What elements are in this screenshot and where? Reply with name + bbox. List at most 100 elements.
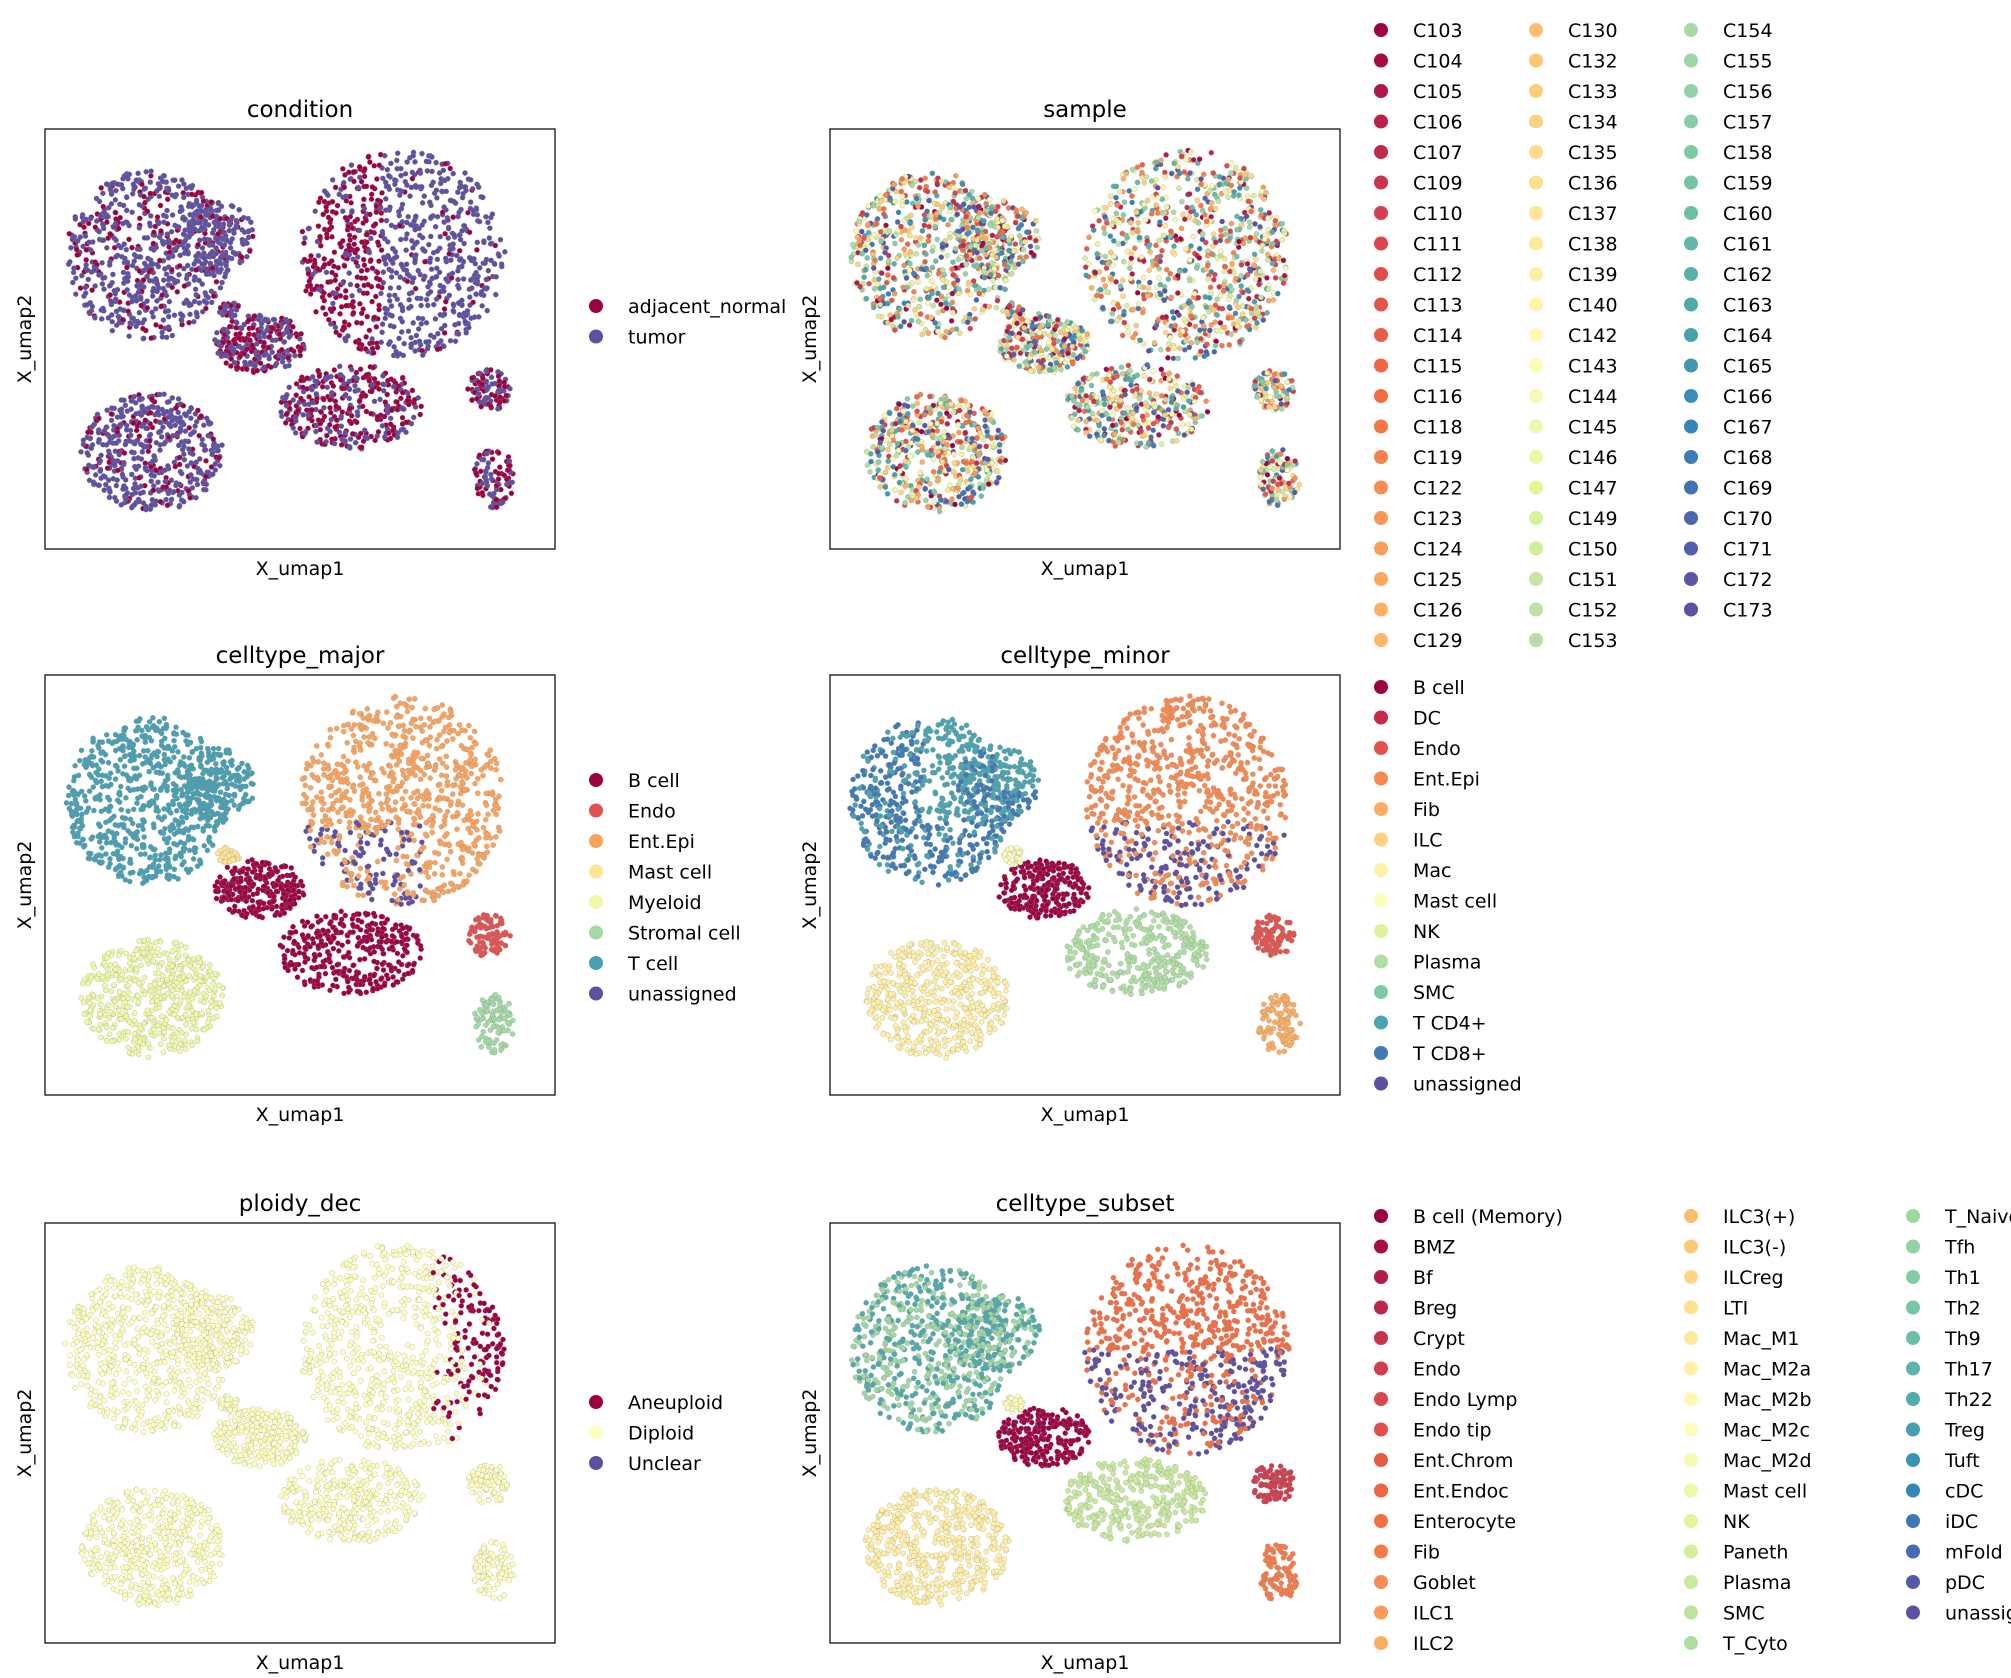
cell-point (981, 287, 987, 294)
cell-point (140, 325, 146, 332)
cell-point (1141, 201, 1147, 208)
cell-point (432, 316, 439, 322)
cell-point (442, 230, 448, 237)
cell-point (475, 391, 482, 397)
cell-point (196, 277, 202, 284)
cell-point (1244, 261, 1251, 267)
cell-point (1242, 172, 1248, 178)
cell-point (455, 331, 462, 337)
cell-point (199, 224, 205, 230)
cell-point (300, 384, 306, 391)
cell-point (1000, 234, 1006, 241)
cell-point (286, 384, 292, 391)
cell-point (74, 252, 80, 258)
cell-point (214, 237, 220, 243)
cell-point (1140, 341, 1147, 347)
cell-point (1046, 339, 1052, 346)
cell-point (336, 191, 342, 198)
cell-point (945, 221, 951, 228)
cell-point (1162, 174, 1169, 180)
cell-point (371, 398, 378, 405)
cell-point (338, 423, 345, 429)
cell-point (181, 300, 187, 306)
cell-point (136, 396, 143, 402)
cell-point (217, 462, 223, 469)
cell-point (113, 322, 120, 328)
cell-point (993, 254, 999, 261)
cell-point (473, 291, 479, 297)
cell-point (1157, 219, 1163, 225)
cell-point (997, 240, 1003, 247)
cell-point (1254, 320, 1260, 326)
cell-point (871, 276, 878, 283)
cell-point (341, 263, 348, 269)
cell-point (298, 395, 304, 402)
cell-point (1165, 355, 1171, 361)
cell-point (1221, 268, 1228, 275)
cell-point (195, 250, 202, 257)
cell-point (113, 254, 119, 260)
cell-point (118, 244, 124, 251)
cell-point (434, 195, 440, 201)
cell-point (95, 415, 102, 422)
cell-point (101, 487, 107, 493)
cell-point (989, 232, 996, 239)
cell-point (159, 178, 166, 185)
cell-point (136, 433, 143, 439)
cell-point (1228, 331, 1234, 338)
cell-point (198, 189, 205, 196)
cell-point (69, 236, 76, 243)
cell-point (1170, 315, 1177, 321)
cell-point (337, 311, 343, 317)
cell-point (1202, 195, 1208, 202)
cell-point (1113, 194, 1119, 201)
cell-point (120, 316, 126, 323)
cell-point (343, 193, 349, 199)
cell-point (848, 254, 854, 261)
cell-point (104, 465, 111, 471)
cell-point (338, 304, 345, 310)
cell-point (242, 359, 248, 365)
cell-point (1240, 289, 1246, 296)
cell-point (92, 283, 98, 289)
cell-point (1213, 239, 1219, 246)
cell-point (122, 477, 129, 483)
cell-point (433, 187, 440, 193)
cell-point (1176, 170, 1183, 177)
cell-point (376, 258, 382, 264)
cell-point (210, 436, 217, 442)
cell-point (1217, 292, 1224, 299)
cell-point (496, 253, 502, 259)
cell-point (1232, 164, 1239, 171)
cell-point (290, 397, 296, 403)
cell-point (73, 275, 79, 281)
cell-point (346, 395, 353, 402)
cell-point (1280, 280, 1287, 286)
cell-point (247, 359, 254, 366)
cell-point (213, 258, 220, 265)
cell-point (1092, 269, 1098, 276)
cell-point (174, 289, 181, 295)
cell-point (361, 173, 368, 180)
cell-point (1077, 336, 1083, 342)
cell-point (82, 290, 89, 296)
cell-point (158, 324, 164, 330)
cell-point (1192, 323, 1199, 330)
cell-point (461, 223, 468, 229)
cell-point (237, 330, 243, 337)
cell-point (929, 278, 935, 284)
cell-point (72, 216, 79, 222)
cell-point (100, 203, 106, 210)
cell-point (196, 432, 202, 439)
cell-point (356, 345, 362, 352)
cell-point (268, 364, 274, 370)
cell-point (209, 451, 215, 458)
cell-point (961, 201, 967, 207)
cell-point (217, 285, 224, 291)
cell-point (414, 239, 420, 246)
cell-point (354, 282, 360, 289)
cell-point (994, 234, 1000, 240)
cell-point (82, 233, 89, 239)
cell-point (893, 231, 899, 238)
cell-point (369, 388, 375, 395)
